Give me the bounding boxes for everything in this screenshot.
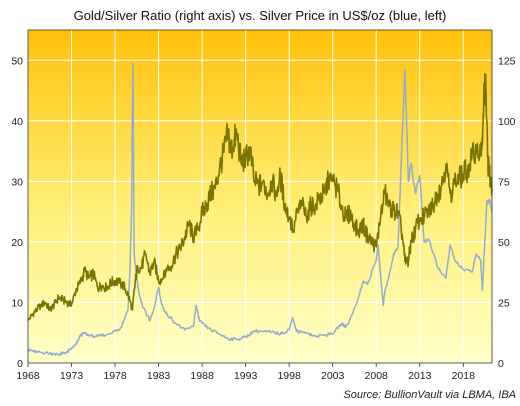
x-tick-label-5: 1993 (234, 370, 258, 382)
left-tick-label-3: 30 (11, 176, 23, 188)
left-tick-label-2: 20 (11, 237, 23, 249)
plot-frame (27, 29, 493, 364)
x-tick-label-9: 2013 (408, 370, 432, 382)
x-tick-label-4: 1988 (190, 370, 214, 382)
right-tick-label-1: 25 (498, 297, 510, 309)
right-tick-label-3: 75 (498, 176, 510, 188)
x-tick-label-10: 2018 (452, 370, 476, 382)
source-note: Source: BullionVault via LBMA, IBA (343, 389, 516, 401)
left-tick-label-1: 10 (11, 297, 23, 309)
silver-price-line (27, 62, 493, 357)
series-layer (27, 62, 493, 357)
right-tick-label-5: 125 (498, 55, 516, 67)
x-axis-ticks: 1968 1973 1978 1983 1988 1993 1998 2003 2008 2013… (16, 363, 475, 382)
left-tick-label-5: 50 (11, 55, 23, 67)
vertical-gridlines (27, 30, 464, 363)
right-tick-label-2: 50 (498, 237, 510, 249)
x-tick-label-1: 1973 (60, 370, 84, 382)
left-tick-label-0: 0 (17, 358, 23, 370)
x-tick-label-0: 1968 (16, 370, 40, 382)
right-tick-label-4: 100 (498, 116, 516, 128)
x-tick-label-2: 1978 (103, 370, 127, 382)
left-tick-label-4: 40 (11, 116, 23, 128)
chart-title: Gold/Silver Ratio (right axis) vs. Silve… (74, 8, 447, 23)
x-tick-label-7: 2003 (321, 370, 345, 382)
x-tick-label-6: 1998 (277, 370, 301, 382)
right-tick-label-0: 0 (498, 358, 504, 370)
x-tick-label-8: 2008 (365, 370, 389, 382)
gold-silver-ratio-line (27, 73, 493, 321)
right-axis-ticks: 0 25 50 75 100 125 (498, 55, 516, 370)
plot-background (28, 30, 492, 363)
left-axis-ticks: 0 10 20 30 40 50 (11, 55, 23, 370)
x-tick-label-3: 1983 (147, 370, 171, 382)
